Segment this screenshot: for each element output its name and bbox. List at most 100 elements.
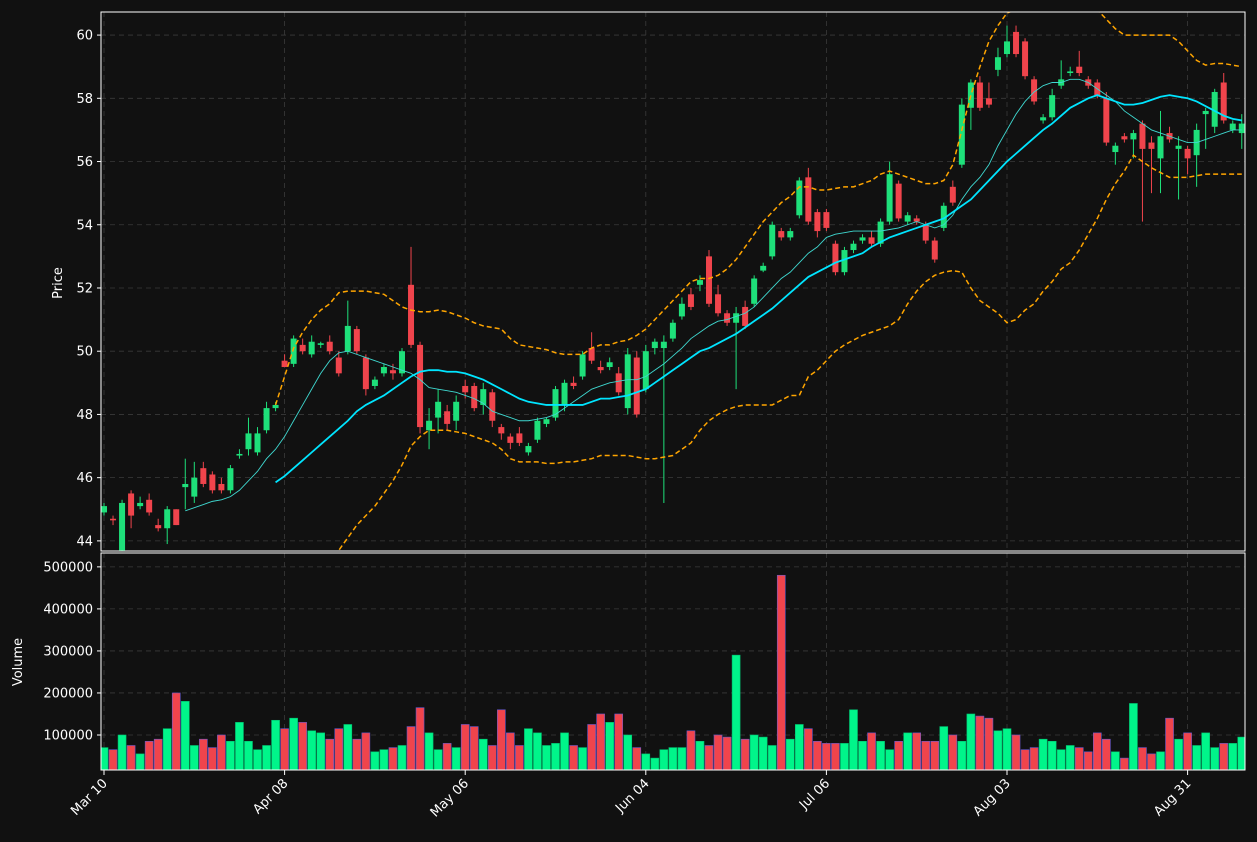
y-tick-label: 44 <box>76 534 93 549</box>
volume-bar <box>1093 732 1102 770</box>
volume-bar <box>334 728 344 770</box>
volume-bar <box>767 745 777 770</box>
candle-body <box>137 502 144 507</box>
volume-bar <box>1056 749 1066 770</box>
y-tick-label: 58 <box>76 92 93 107</box>
candle-body <box>146 499 153 513</box>
volume-bar <box>623 734 633 770</box>
volume-bar <box>966 713 976 770</box>
volume-bar <box>1038 738 1048 770</box>
candle-body <box>742 306 749 326</box>
candle-body <box>1031 79 1038 102</box>
volume-bar <box>650 757 660 770</box>
volume-bar <box>686 730 696 770</box>
volume-bar <box>280 728 289 770</box>
candle-body <box>1202 110 1209 115</box>
candle-body <box>778 231 785 238</box>
volume-bar <box>397 745 407 770</box>
volume-bar <box>704 745 714 770</box>
candle-body <box>281 360 288 368</box>
candle-body <box>498 427 505 434</box>
volume-bar <box>208 747 217 770</box>
candle-body <box>706 256 713 304</box>
line-series <box>274 12 1242 406</box>
candle-body <box>344 325 351 352</box>
candle-body <box>940 205 947 228</box>
volume-bar <box>325 738 335 770</box>
y-axis-label: Volume <box>11 638 26 686</box>
candle-body <box>687 294 694 307</box>
candle-body <box>669 322 676 339</box>
volume-bar <box>1228 743 1238 770</box>
volume-bar <box>849 709 858 770</box>
volume-bar <box>713 734 723 770</box>
volume-bar <box>1029 747 1039 770</box>
volume-bar <box>722 736 732 770</box>
candle-body <box>651 341 658 349</box>
candle-body <box>534 420 541 440</box>
candle-body <box>570 382 577 386</box>
line-series <box>275 94 1242 484</box>
volume-bar <box>370 751 380 770</box>
candle-body <box>976 82 983 108</box>
y-tick-label: 50 <box>76 345 93 360</box>
plot-area <box>101 553 1245 770</box>
candle-body <box>326 341 333 352</box>
candle-body <box>462 385 469 393</box>
volume-bar <box>948 734 958 770</box>
volume-bar <box>424 732 434 770</box>
candle-body <box>895 183 902 219</box>
candle-body <box>678 303 685 317</box>
volume-bar <box>1020 749 1030 770</box>
y-tick-label: 48 <box>76 408 93 423</box>
volume-bar <box>596 713 605 770</box>
candle-body <box>317 343 324 345</box>
volume-bar <box>108 749 118 770</box>
candle-body <box>426 420 433 431</box>
volume-bar <box>199 738 208 770</box>
y-tick-label: 46 <box>76 471 93 486</box>
candle-body <box>308 341 315 355</box>
y-tick-label: 54 <box>76 218 93 233</box>
y-tick-label: 52 <box>76 281 93 296</box>
candle-body <box>164 509 171 529</box>
volume-bar <box>126 745 136 770</box>
panel-frame <box>100 552 1246 771</box>
candle-body <box>155 525 162 529</box>
candle-body <box>389 370 396 374</box>
candle-body <box>471 385 478 409</box>
candle-body <box>101 506 107 513</box>
volume-bar <box>551 743 560 770</box>
volume-bar <box>840 743 849 770</box>
volume-bar <box>469 726 479 770</box>
candle-body <box>353 329 360 352</box>
volume-bar <box>289 717 298 770</box>
volume-bar <box>1120 757 1129 770</box>
candle-body <box>1148 142 1155 149</box>
volume-bar <box>740 738 750 770</box>
candle-body <box>832 243 839 273</box>
candle-body <box>696 280 703 285</box>
volume-bar <box>749 734 759 770</box>
volume-bar <box>515 745 524 770</box>
volume-bar <box>1047 740 1057 770</box>
panel-frame <box>100 11 1246 552</box>
volume-bar <box>451 747 461 770</box>
candle-body <box>128 493 135 516</box>
candle-body <box>362 357 369 390</box>
candle-body <box>958 104 965 165</box>
candle-body <box>1103 98 1110 143</box>
volume-bar <box>271 719 280 770</box>
volume-bar <box>831 743 840 770</box>
candle-body <box>715 294 722 314</box>
volume-bar <box>442 743 452 770</box>
candle-body <box>200 468 207 484</box>
candle-body <box>299 344 306 352</box>
candle-body <box>1238 123 1245 134</box>
candle-body <box>1157 136 1164 159</box>
volume-bar <box>1111 751 1120 770</box>
volume-bar <box>1129 703 1138 770</box>
volume-bar <box>569 745 578 770</box>
candle-body <box>985 98 992 105</box>
